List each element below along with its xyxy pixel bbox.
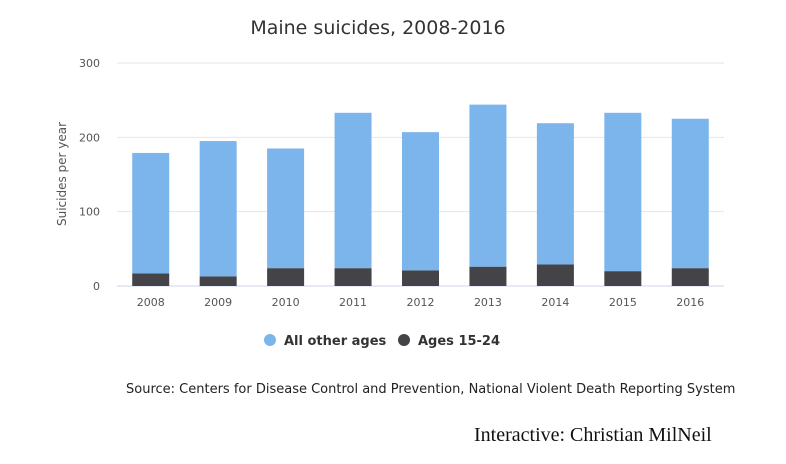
x-tick-label: 2015 bbox=[609, 296, 637, 309]
bar-all-other-ages-2011[interactable] bbox=[334, 112, 372, 269]
bar-all-other-ages-2010[interactable] bbox=[267, 148, 305, 269]
legend-item-label[interactable]: Ages 15-24 bbox=[418, 334, 500, 349]
bar-chart: Maine suicides, 2008-2016 Suicides per y… bbox=[55, 17, 724, 349]
bar-ages-15-24-2016[interactable] bbox=[671, 268, 709, 286]
chart-title: Maine suicides, 2008-2016 bbox=[250, 17, 505, 39]
x-tick-label: 2010 bbox=[272, 296, 300, 309]
y-tick-label: 100 bbox=[79, 206, 100, 219]
bar-all-other-ages-2008[interactable] bbox=[132, 152, 170, 274]
source-note: Source: Centers for Disease Control and … bbox=[126, 382, 736, 397]
bar-all-other-ages-2009[interactable] bbox=[199, 141, 237, 277]
y-tick-label: 300 bbox=[79, 57, 100, 70]
bar-ages-15-24-2009[interactable] bbox=[199, 276, 237, 286]
bar-all-other-ages-2014[interactable] bbox=[536, 123, 574, 265]
x-tick-label: 2009 bbox=[204, 296, 232, 309]
bar-all-other-ages-2012[interactable] bbox=[402, 132, 439, 271]
legend-marker bbox=[264, 334, 276, 346]
x-axis-ticks: 2008 2009 2010 2011 2012 2013 2014 2015 2016 bbox=[137, 296, 705, 309]
x-tick-label: 2008 bbox=[137, 296, 165, 309]
bar-ages-15-24-2015[interactable] bbox=[604, 271, 642, 286]
x-tick-label: 2014 bbox=[541, 296, 569, 309]
bar-ages-15-24-2011[interactable] bbox=[334, 268, 372, 286]
x-tick-label: 2013 bbox=[474, 296, 502, 309]
bar-all-other-ages-2015[interactable] bbox=[604, 112, 642, 272]
bar-all-other-ages-2013[interactable] bbox=[469, 104, 507, 267]
y-tick-label: 0 bbox=[93, 280, 100, 293]
bar-ages-15-24-2012[interactable] bbox=[402, 270, 439, 286]
legend-item-label[interactable]: All other ages bbox=[284, 334, 387, 349]
bar-ages-15-24-2014[interactable] bbox=[536, 264, 574, 286]
x-tick-label: 2016 bbox=[676, 296, 704, 309]
y-tick-label: 200 bbox=[79, 131, 100, 144]
bar-ages-15-24-2013[interactable] bbox=[469, 266, 507, 286]
bar-ages-15-24-2010[interactable] bbox=[267, 268, 305, 286]
legend-marker bbox=[398, 334, 410, 346]
legend: All other ages Ages 15-24 bbox=[264, 334, 500, 349]
y-axis-label: Suicides per year bbox=[55, 122, 69, 226]
bar-all-other-ages-2016[interactable] bbox=[671, 118, 709, 269]
x-tick-label: 2011 bbox=[339, 296, 367, 309]
bar-ages-15-24-2008[interactable] bbox=[132, 273, 170, 286]
bars bbox=[132, 104, 709, 286]
interactive-credit: Interactive: Christian MilNeil bbox=[474, 424, 712, 446]
x-tick-label: 2012 bbox=[407, 296, 435, 309]
